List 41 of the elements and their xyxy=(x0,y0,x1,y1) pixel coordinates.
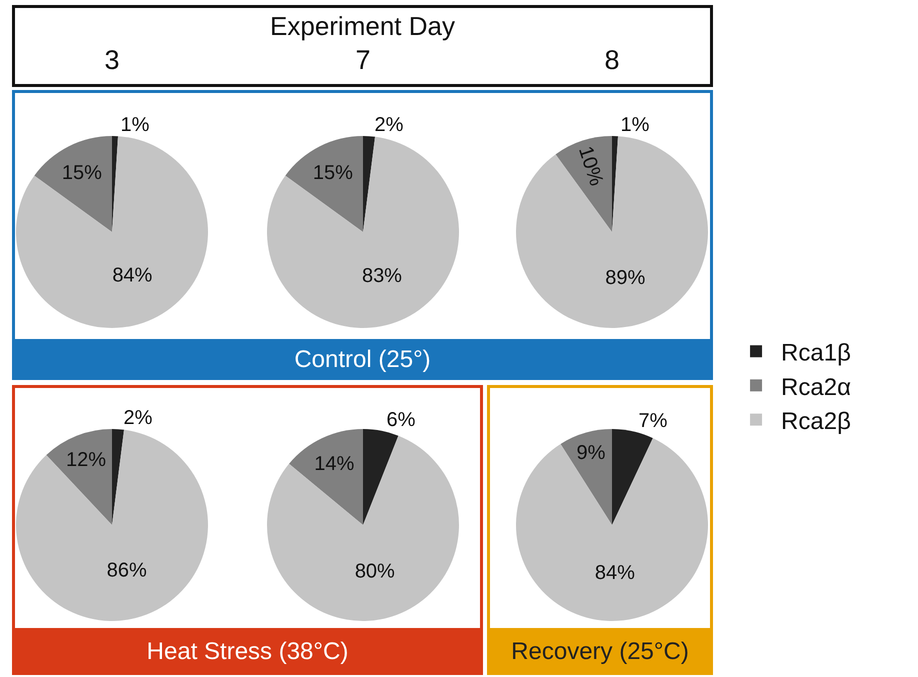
pie-slice xyxy=(560,429,612,525)
data-label: 14% xyxy=(314,453,354,476)
data-label: 86% xyxy=(106,560,147,582)
data-label: 84% xyxy=(594,562,636,584)
pie-slice xyxy=(16,136,208,328)
data-label: 83% xyxy=(362,265,402,288)
data-label: 12% xyxy=(66,448,106,471)
pie-slice xyxy=(516,438,708,621)
pie-slice xyxy=(289,429,363,525)
pie-slice xyxy=(267,436,459,621)
pie-slice xyxy=(34,136,112,232)
pie-slice xyxy=(556,136,612,232)
data-label: 7% xyxy=(638,410,668,432)
data-label: 89% xyxy=(605,267,646,290)
pie-slice xyxy=(285,136,363,232)
data-label: 1% xyxy=(120,114,150,136)
data-label: 6% xyxy=(386,409,416,432)
data-label: 15% xyxy=(62,162,102,184)
data-label: 2% xyxy=(124,407,153,430)
pie-slice xyxy=(16,430,208,621)
pie-slice xyxy=(46,429,112,525)
data-label: 10% xyxy=(574,144,608,189)
data-label: 2% xyxy=(374,114,404,136)
legend-label: Rca2α xyxy=(781,374,852,401)
data-label: 80% xyxy=(354,560,396,582)
text: 7 xyxy=(354,45,372,76)
data-label: 1% xyxy=(620,114,650,136)
legend-label: Rca2β xyxy=(781,408,851,435)
text: 3 xyxy=(103,45,121,76)
data-label: 84% xyxy=(112,264,153,286)
pie-slice xyxy=(267,136,459,328)
pie-slice xyxy=(363,429,398,525)
text: Experiment Day xyxy=(269,11,456,42)
data-label: 15% xyxy=(312,162,354,184)
pie-slice xyxy=(112,429,124,525)
pie-slice xyxy=(363,136,376,232)
pie-slice xyxy=(516,136,708,328)
text: 8 xyxy=(603,45,621,76)
legend-label: Rca1β xyxy=(781,340,851,367)
data-label: 9% xyxy=(576,442,606,464)
pie-slice xyxy=(612,429,653,525)
